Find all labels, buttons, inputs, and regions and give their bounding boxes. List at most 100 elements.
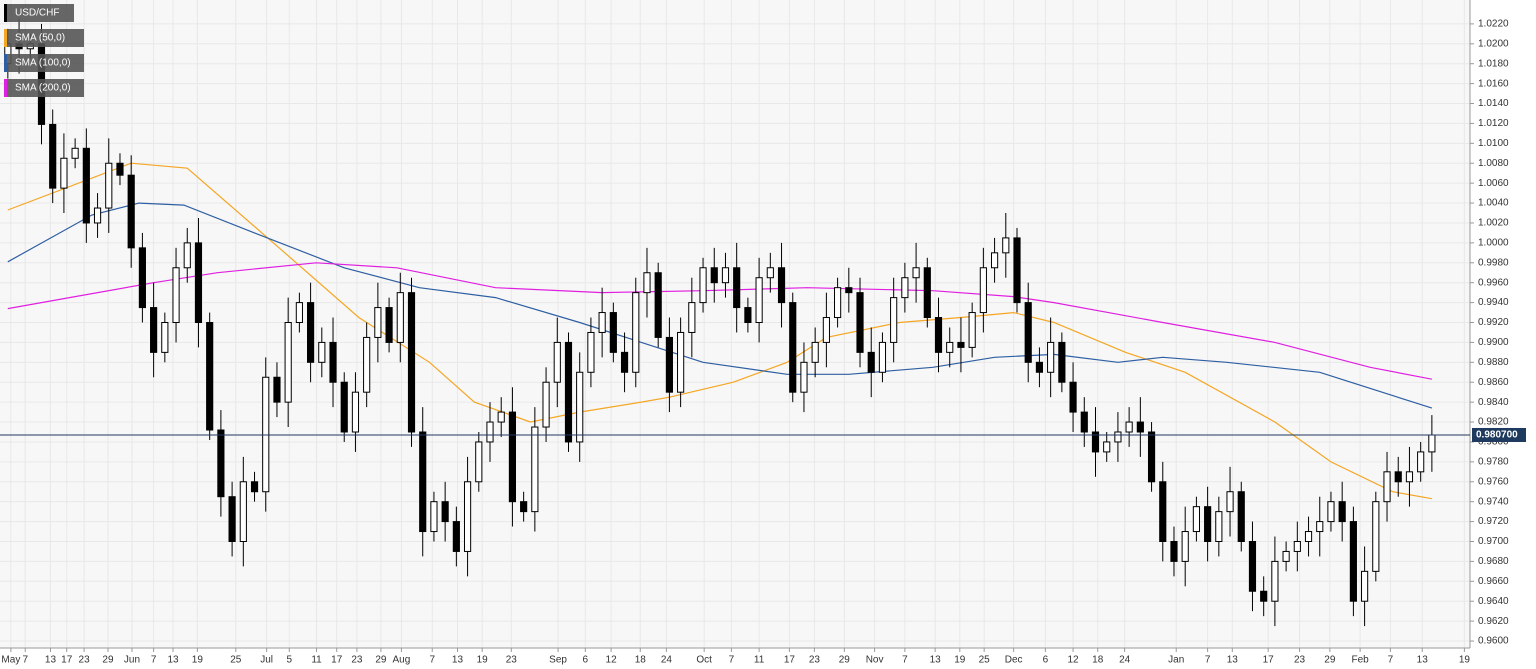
candle-body — [990, 252, 999, 269]
x-tick-label: 19 — [954, 655, 966, 666]
candle-body — [206, 322, 214, 431]
candle-body — [463, 481, 472, 552]
legend-label: SMA (200,0) — [15, 83, 71, 94]
candle-body — [878, 341, 887, 373]
x-tick-label: May — [1, 655, 20, 666]
candle-body — [486, 421, 494, 443]
y-tick-label: 0.9880 — [1478, 357, 1509, 368]
y-tick-label: 0.9840 — [1478, 397, 1509, 408]
x-tick-label: 7 — [429, 655, 435, 666]
legend-box — [4, 54, 84, 72]
y-tick-label: 1.0020 — [1478, 218, 1509, 229]
candle-body — [1405, 471, 1414, 483]
candle-body — [1159, 481, 1167, 542]
y-tick-label: 1.0220 — [1478, 19, 1509, 30]
candle-body — [363, 336, 371, 393]
x-tick-label: 18 — [1092, 655, 1104, 666]
candle-body — [194, 242, 203, 324]
y-tick-label: 1.0040 — [1478, 198, 1509, 209]
x-tick-label: 11 — [754, 655, 765, 666]
x-tick-label: 25 — [979, 655, 991, 666]
candle-body — [1103, 441, 1111, 453]
candle-body — [295, 302, 303, 324]
y-tick-label: 1.0120 — [1478, 118, 1509, 129]
candle-body — [1248, 540, 1257, 592]
x-tick-label: Jan — [1168, 655, 1184, 666]
x-tick-label: 17 — [331, 655, 343, 666]
y-tick-label: 0.9640 — [1478, 596, 1509, 607]
y-tick-label: 0.9660 — [1478, 576, 1509, 587]
candle-body — [1024, 302, 1032, 363]
candle-body — [1058, 341, 1066, 383]
candle-body — [1204, 506, 1212, 542]
x-tick-label: 13 — [45, 655, 57, 666]
candle-body — [385, 307, 393, 343]
candle-body — [49, 123, 57, 189]
x-tick-label: 29 — [375, 655, 387, 666]
x-tick-label: 19 — [192, 655, 204, 666]
candle-body — [161, 322, 169, 353]
last-price-box — [1472, 427, 1526, 442]
candle-body — [60, 157, 68, 189]
x-tick-label: 23 — [809, 655, 821, 666]
candles — [4, 18, 1436, 627]
candle-body — [856, 292, 864, 353]
x-tick-label: 11 — [311, 655, 322, 666]
candle-body — [1035, 361, 1044, 373]
candle-body — [273, 376, 281, 403]
candle-body — [250, 481, 259, 493]
legend-label: SMA (50,0) — [15, 33, 65, 44]
candle-body — [1080, 411, 1088, 433]
candle-body — [307, 302, 315, 363]
y-tick-label: 0.9920 — [1478, 317, 1509, 328]
candle-body — [576, 371, 584, 443]
x-tick-label: 7 — [902, 655, 908, 666]
candle-body — [721, 267, 730, 284]
y-tick-label: 0.9900 — [1478, 337, 1509, 348]
x-tick-label: Nov — [866, 655, 884, 666]
x-tick-label: 29 — [839, 655, 851, 666]
candle-body — [733, 267, 741, 309]
candle-body — [1047, 341, 1055, 373]
candle-body — [1417, 451, 1425, 473]
x-tick-label: 13 — [167, 655, 179, 666]
candle-body — [845, 287, 853, 294]
candle-body — [239, 481, 247, 542]
candle-body — [867, 351, 875, 373]
candle-body — [912, 267, 920, 279]
candle-body — [1383, 471, 1391, 503]
candle-body — [923, 267, 931, 319]
candle-body — [217, 429, 225, 498]
candle-body — [1170, 540, 1178, 562]
x-tick-label: 29 — [1324, 655, 1336, 666]
candle-body — [228, 496, 236, 542]
candle-body — [1215, 511, 1223, 542]
candle-body — [834, 287, 842, 319]
candle-body — [587, 331, 595, 373]
candle-body — [901, 277, 909, 299]
sma-line — [7, 162, 1433, 500]
candle-body — [800, 361, 808, 393]
candle-body — [475, 441, 483, 483]
y-tick-label: 0.9940 — [1478, 297, 1509, 308]
candle-body — [1316, 521, 1324, 533]
y-tick-label: 1.0100 — [1478, 138, 1509, 149]
candle-body — [542, 381, 550, 428]
axis-labels: 0.9600 0.9620 0.9640 0.9660 0.9680 0.9700 0.97… — [1, 19, 1509, 666]
candle-body — [677, 331, 685, 393]
candle-body — [1069, 381, 1077, 413]
x-tick-label: 29 — [102, 655, 114, 666]
x-tick-label: 23 — [1294, 655, 1306, 666]
candle-body — [811, 341, 819, 363]
sma-line — [7, 202, 1433, 409]
candle-body — [755, 277, 763, 324]
candle-body — [564, 341, 573, 443]
x-tick-label: 23 — [506, 655, 518, 666]
candle-body — [82, 147, 90, 224]
candle-body — [1136, 421, 1144, 433]
y-tick-label: 1.0140 — [1478, 98, 1509, 109]
candle-body — [1002, 237, 1010, 254]
candle-body — [1147, 431, 1156, 483]
candle-body — [71, 147, 79, 159]
